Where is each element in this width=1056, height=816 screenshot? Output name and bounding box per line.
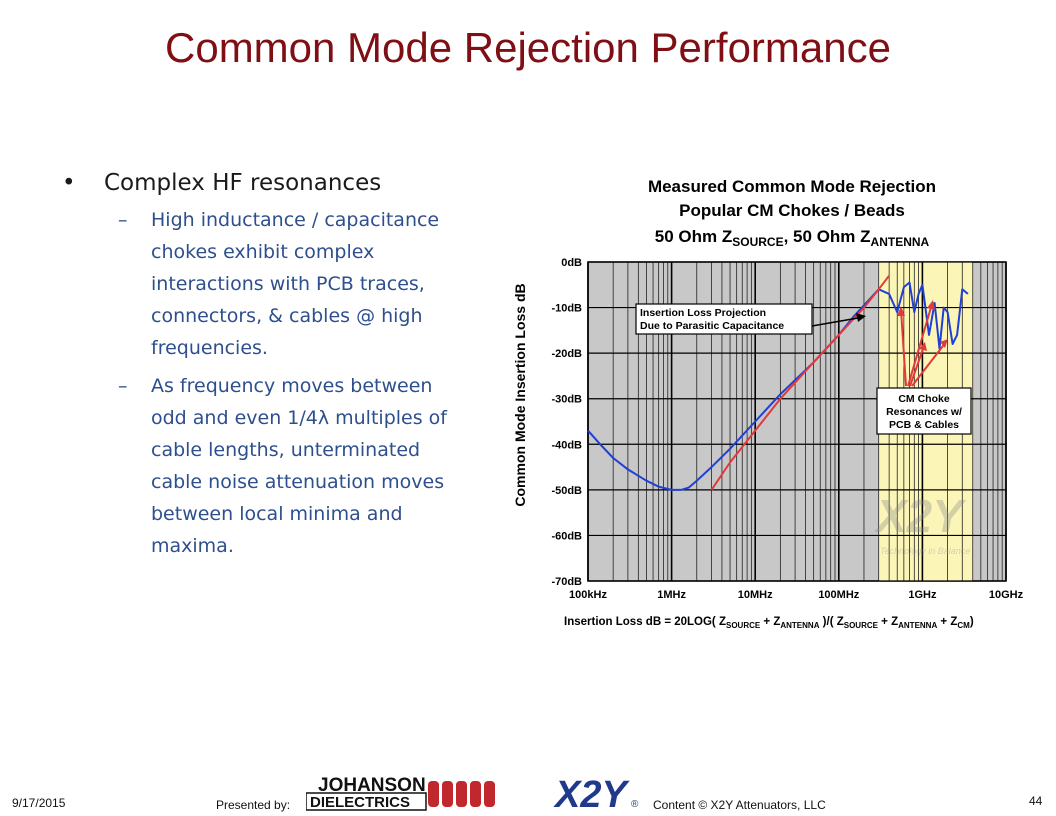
x-tick-label: 100MHz [818,589,859,601]
x-axis-formula: Insertion Loss dB = 20LOG( ZSOURCE + ZAN… [564,616,974,630]
y-tick-label: -10dB [551,303,582,315]
logo-text-bottom: DIELECTRICS [310,794,410,811]
watermark-tagline: Technology in Balance [880,546,970,556]
y-tick-label: -30dB [551,394,582,406]
logo-text-top: JOHANSON [318,775,426,796]
series-group [587,275,969,491]
footer-copyright: Content © X2Y Attenuators, LLC [653,798,826,812]
johanson-dielectrics-logo: JOHANSON DIELECTRICS [306,775,495,811]
bullet-list: • Complex HF resonances – High inductanc… [62,166,482,568]
annotation-projection: Insertion Loss Projection Due to Parasit… [635,303,866,335]
title-subscript: ANTENNA [871,235,930,249]
slide-title: Common Mode Rejection Performance [165,24,891,71]
y-tick-label: 0dB [561,257,582,269]
subbullet-item: – High inductance / capacitance chokes e… [62,204,471,364]
logo-x2y-text: X2Y [553,774,630,813]
footer-date: 9/17/2015 [12,796,66,810]
dash-icon: – [118,375,128,397]
x-tick-label: 10MHz [738,589,773,601]
x-tick-label: 1MHz [657,589,686,601]
chart-title-line3: 50 Ohm ZSOURCE, 50 Ohm ZANTENNA [655,227,930,249]
annotation-text: Insertion Loss Projection [640,307,766,319]
annotation-resonances: CM Choke Resonances w/ PCB & Cables [876,300,972,435]
x-tick-label: 1GHz [908,589,937,601]
x-tick-label: 100kHz [569,589,607,601]
bullet-dot-icon: • [62,170,76,196]
cm-rejection-chart: Measured Common Mode Rejection Popular C… [512,177,1024,630]
y-tick-label: -20dB [551,348,582,360]
x-tick-label: 10GHz [989,589,1024,601]
measured-series-line [587,281,969,491]
subbullet-text: High inductance / capacitance chokes exh… [151,209,440,359]
projection-series-line [710,275,890,491]
y-tick-label: -70dB [551,576,582,588]
bullet-text: Complex HF resonances [104,170,382,196]
title-subscript: SOURCE [732,235,783,249]
annotation-box [635,303,813,335]
registered-icon: ® [631,799,639,810]
watermark-logo: X2Y Technology in Balance [873,490,970,556]
annotation-arrow [900,309,907,387]
annotation-text: Due to Parasitic Capacitance [640,320,784,332]
title-part: 50 Ohm Z [655,227,732,246]
chart-title-line1: Measured Common Mode Rejection [648,177,936,196]
title-part: , 50 Ohm Z [784,227,871,246]
annotation-arrow [811,317,859,327]
axis-ticks: 0dB-10dB-20dB-30dB-40dB-50dB-60dB-70dB10… [551,257,1023,601]
annotation-arrow [907,303,933,387]
chart-title-line2: Popular CM Chokes / Beads [679,201,905,220]
annotation-text: Resonances w/ [886,406,962,418]
subbullet-list: – High inductance / capacitance chokes e… [62,204,482,562]
arrow-head-icon [897,306,905,316]
arrow-head-icon [927,300,935,310]
annotation-arrow [909,345,925,387]
subbullet-item: – As frequency moves between odd and eve… [62,370,471,562]
annotation-text: CM Choke [898,393,949,405]
annotation-box [876,387,972,435]
annotation-text: PCB & Cables [889,419,959,431]
capacitor-stack-icon [428,781,495,807]
bullet-item: • Complex HF resonances [62,166,482,200]
arrow-head-icon [856,313,866,322]
footer-presented-by: Presented by: [216,798,291,812]
x2y-logo: X2Y ® [553,774,639,813]
y-axis-label: Common Mode Insertion Loss dB [512,283,528,506]
arrow-head-icon [940,339,948,348]
logo-band [306,792,427,811]
subbullet-text: As frequency moves between odd and even … [151,375,447,557]
watermark-text: X2Y [873,490,967,542]
y-tick-label: -50dB [551,485,582,497]
y-tick-label: -40dB [551,439,582,451]
page-number: 44 [1029,794,1043,808]
annotation-arrow [911,341,947,387]
arrow-head-icon [919,342,927,351]
y-tick-label: -60dB [551,530,582,542]
dash-icon: – [118,209,128,231]
